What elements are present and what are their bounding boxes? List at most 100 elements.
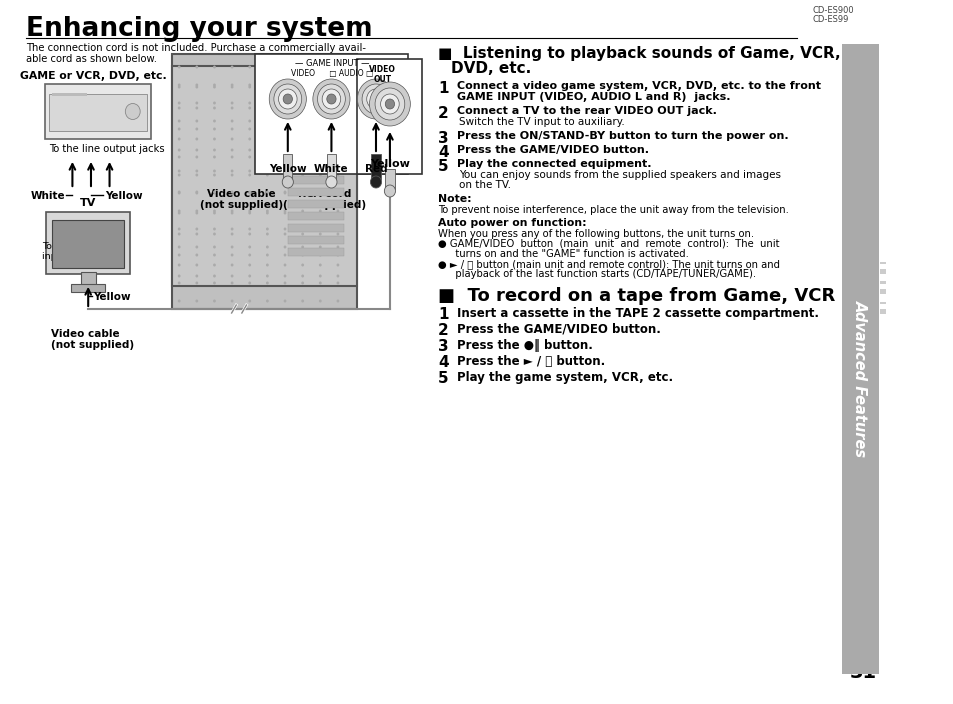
Text: Yellow: Yellow — [370, 159, 410, 169]
Circle shape — [177, 149, 180, 151]
Circle shape — [336, 299, 339, 303]
Circle shape — [213, 210, 215, 213]
Circle shape — [213, 299, 215, 303]
Circle shape — [266, 227, 269, 230]
Circle shape — [336, 127, 339, 130]
Text: 2: 2 — [437, 106, 449, 121]
Circle shape — [195, 299, 198, 303]
Circle shape — [369, 82, 410, 126]
Circle shape — [282, 176, 294, 188]
Text: CD-ES900: CD-ES900 — [812, 6, 853, 15]
Circle shape — [301, 173, 304, 177]
Circle shape — [317, 84, 345, 114]
Text: Advanced Features: Advanced Features — [852, 301, 867, 458]
Bar — [880, 289, 884, 294]
Circle shape — [283, 263, 286, 267]
Circle shape — [248, 173, 251, 177]
Bar — [880, 302, 884, 304]
Circle shape — [177, 65, 180, 68]
Circle shape — [195, 173, 198, 177]
Circle shape — [336, 211, 339, 215]
Circle shape — [283, 246, 286, 249]
Circle shape — [248, 106, 251, 110]
Circle shape — [231, 282, 233, 284]
Text: 1: 1 — [437, 307, 448, 322]
Circle shape — [327, 94, 335, 104]
Circle shape — [125, 103, 140, 120]
Bar — [288, 200, 343, 208]
Circle shape — [370, 176, 381, 188]
Circle shape — [266, 120, 269, 122]
Circle shape — [195, 127, 198, 130]
Circle shape — [301, 156, 304, 158]
Circle shape — [177, 191, 180, 194]
Circle shape — [177, 210, 180, 213]
Text: 3: 3 — [437, 131, 448, 146]
Circle shape — [318, 120, 321, 122]
Circle shape — [278, 89, 296, 109]
Circle shape — [195, 170, 198, 172]
Circle shape — [231, 65, 233, 68]
Circle shape — [177, 120, 180, 122]
Text: 4: 4 — [437, 355, 448, 370]
Circle shape — [266, 246, 269, 249]
Circle shape — [177, 232, 180, 236]
Circle shape — [195, 191, 198, 194]
Circle shape — [248, 65, 251, 68]
Circle shape — [231, 299, 233, 303]
Circle shape — [213, 65, 215, 68]
Circle shape — [195, 227, 198, 230]
Circle shape — [231, 170, 233, 172]
Circle shape — [231, 191, 233, 194]
Circle shape — [195, 85, 198, 89]
Text: Video cable: Video cable — [207, 189, 275, 199]
Bar — [255, 54, 408, 174]
Circle shape — [266, 84, 269, 87]
Circle shape — [283, 101, 286, 104]
Circle shape — [301, 127, 304, 130]
Circle shape — [366, 89, 385, 109]
Circle shape — [266, 253, 269, 256]
Circle shape — [313, 79, 350, 119]
Circle shape — [213, 106, 215, 110]
Circle shape — [195, 232, 198, 236]
Circle shape — [283, 227, 286, 230]
Circle shape — [195, 263, 198, 267]
Bar — [288, 164, 343, 172]
Circle shape — [177, 282, 180, 284]
Circle shape — [177, 101, 180, 104]
Text: Switch the TV input to auxiliary.: Switch the TV input to auxiliary. — [458, 117, 623, 127]
Circle shape — [283, 65, 286, 68]
Circle shape — [318, 253, 321, 256]
Circle shape — [195, 253, 198, 256]
Bar — [50, 94, 147, 131]
Text: CD-ES99: CD-ES99 — [812, 15, 848, 24]
Bar — [283, 154, 293, 179]
Circle shape — [195, 275, 198, 277]
Circle shape — [195, 101, 198, 104]
Circle shape — [266, 191, 269, 194]
Text: You can enjoy sounds from the supplied speakers and images: You can enjoy sounds from the supplied s… — [458, 170, 780, 180]
Circle shape — [231, 232, 233, 236]
Circle shape — [266, 65, 269, 68]
Circle shape — [248, 275, 251, 277]
Circle shape — [231, 101, 233, 104]
Circle shape — [283, 210, 286, 213]
Circle shape — [195, 191, 198, 194]
Text: ● GAME/VIDEO  button  (main  unit  and  remote  control):  The  unit: ● GAME/VIDEO button (main unit and remot… — [437, 239, 779, 249]
Text: Yellow: Yellow — [92, 292, 131, 302]
Circle shape — [248, 253, 251, 256]
Circle shape — [266, 149, 269, 151]
Bar — [51, 93, 87, 96]
Circle shape — [266, 127, 269, 130]
Circle shape — [283, 275, 286, 277]
Circle shape — [318, 191, 321, 194]
Circle shape — [266, 137, 269, 141]
Circle shape — [283, 120, 286, 122]
Circle shape — [231, 210, 233, 213]
Circle shape — [269, 79, 306, 119]
Circle shape — [213, 282, 215, 284]
Text: turns on and the "GAME" function is activated.: turns on and the "GAME" function is acti… — [445, 249, 688, 259]
Circle shape — [371, 94, 380, 104]
Circle shape — [213, 84, 215, 87]
